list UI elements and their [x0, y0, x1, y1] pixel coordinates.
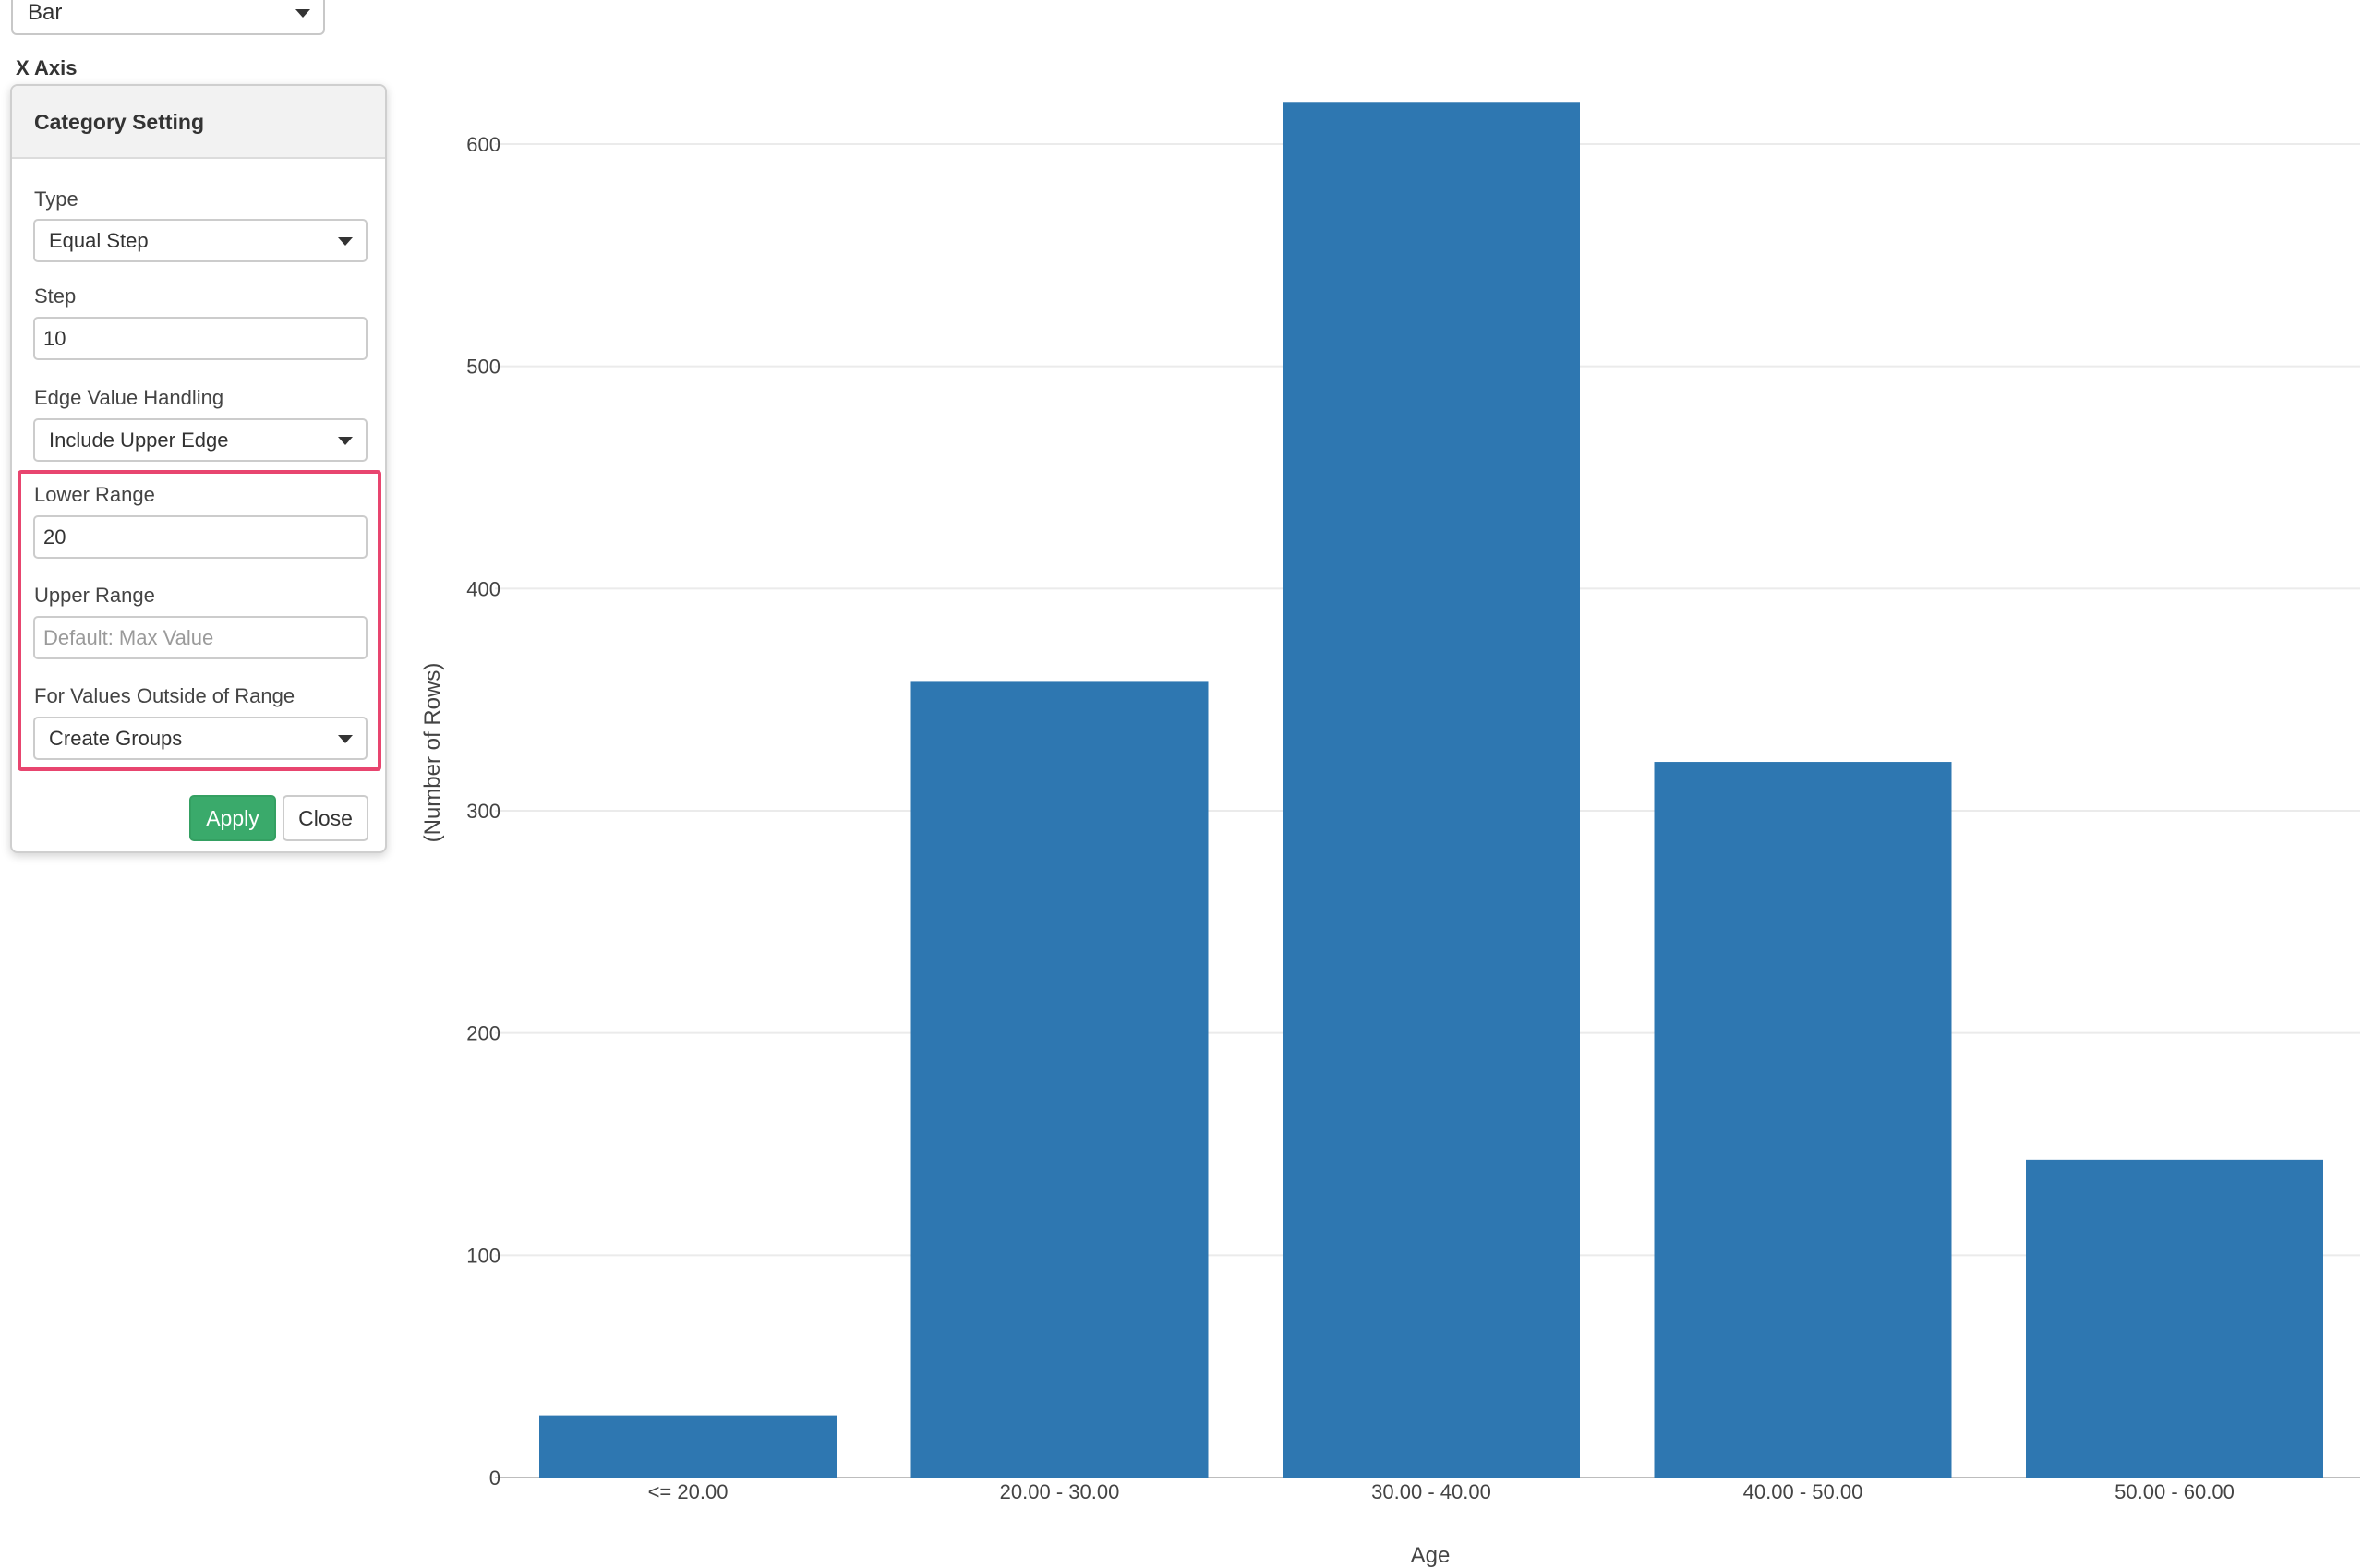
panel-title: Category Setting	[12, 86, 385, 159]
x-tick-label: <= 20.00	[648, 1480, 729, 1503]
y-tick-label: 200	[466, 1022, 500, 1045]
bar[interactable]	[539, 1415, 837, 1478]
chevron-down-icon	[338, 236, 353, 246]
chevron-down-icon	[338, 734, 353, 743]
y-tick-label: 600	[466, 133, 500, 156]
y-tick-label: 400	[466, 577, 500, 600]
y-tick-label: 300	[466, 800, 500, 823]
range-highlight-box	[18, 470, 381, 771]
x-tick-label: 40.00 - 50.00	[1743, 1480, 1863, 1503]
x-tick-label: 20.00 - 30.00	[1000, 1480, 1120, 1503]
x-tick-label: 30.00 - 40.00	[1371, 1480, 1491, 1503]
edge-value-handling-label: Edge Value Handling	[34, 386, 224, 409]
chevron-down-icon	[295, 9, 310, 18]
edge-value-handling-select[interactable]: Include Upper Edge	[33, 418, 368, 462]
chart-type-select[interactable]: Bar	[11, 0, 325, 35]
outside-range-value: Create Groups	[49, 727, 183, 750]
y-axis-title: (Number of Rows)	[420, 663, 445, 843]
lower-range-input[interactable]: 20	[33, 515, 368, 559]
x-axis-title: Age	[1411, 1543, 1451, 1568]
type-select[interactable]: Equal Step	[33, 219, 368, 262]
y-tick-label: 100	[466, 1244, 500, 1267]
type-value: Equal Step	[49, 229, 149, 252]
y-tick-label: 0	[489, 1466, 500, 1490]
x-tick-label: 50.00 - 60.00	[2115, 1480, 2235, 1503]
upper-range-label: Upper Range	[34, 584, 155, 607]
chart-type-value: Bar	[28, 0, 63, 25]
step-value: 10	[43, 327, 66, 350]
bar[interactable]	[1654, 762, 1952, 1478]
close-button[interactable]: Close	[283, 795, 368, 841]
step-label: Step	[34, 284, 77, 308]
y-tick-label: 500	[466, 356, 500, 379]
upper-range-input[interactable]: Default: Max Value	[33, 616, 368, 659]
edge-value-handling-value: Include Upper Edge	[49, 428, 229, 452]
outside-range-select[interactable]: Create Groups	[33, 717, 368, 760]
lower-range-value: 20	[43, 525, 66, 549]
bar[interactable]	[910, 681, 1209, 1478]
bar[interactable]	[2026, 1159, 2323, 1478]
category-setting-panel: Category Setting Type Equal Step Step 10…	[10, 84, 387, 853]
upper-range-placeholder: Default: Max Value	[43, 626, 214, 649]
x-axis-section-label: X Axis	[16, 56, 78, 79]
type-label: Type	[34, 187, 78, 211]
apply-button[interactable]: Apply	[189, 795, 276, 841]
chevron-down-icon	[338, 436, 353, 445]
bar[interactable]	[1283, 102, 1580, 1478]
lower-range-label: Lower Range	[34, 483, 155, 506]
outside-range-label: For Values Outside of Range	[34, 684, 295, 707]
step-input[interactable]: 10	[33, 317, 368, 360]
